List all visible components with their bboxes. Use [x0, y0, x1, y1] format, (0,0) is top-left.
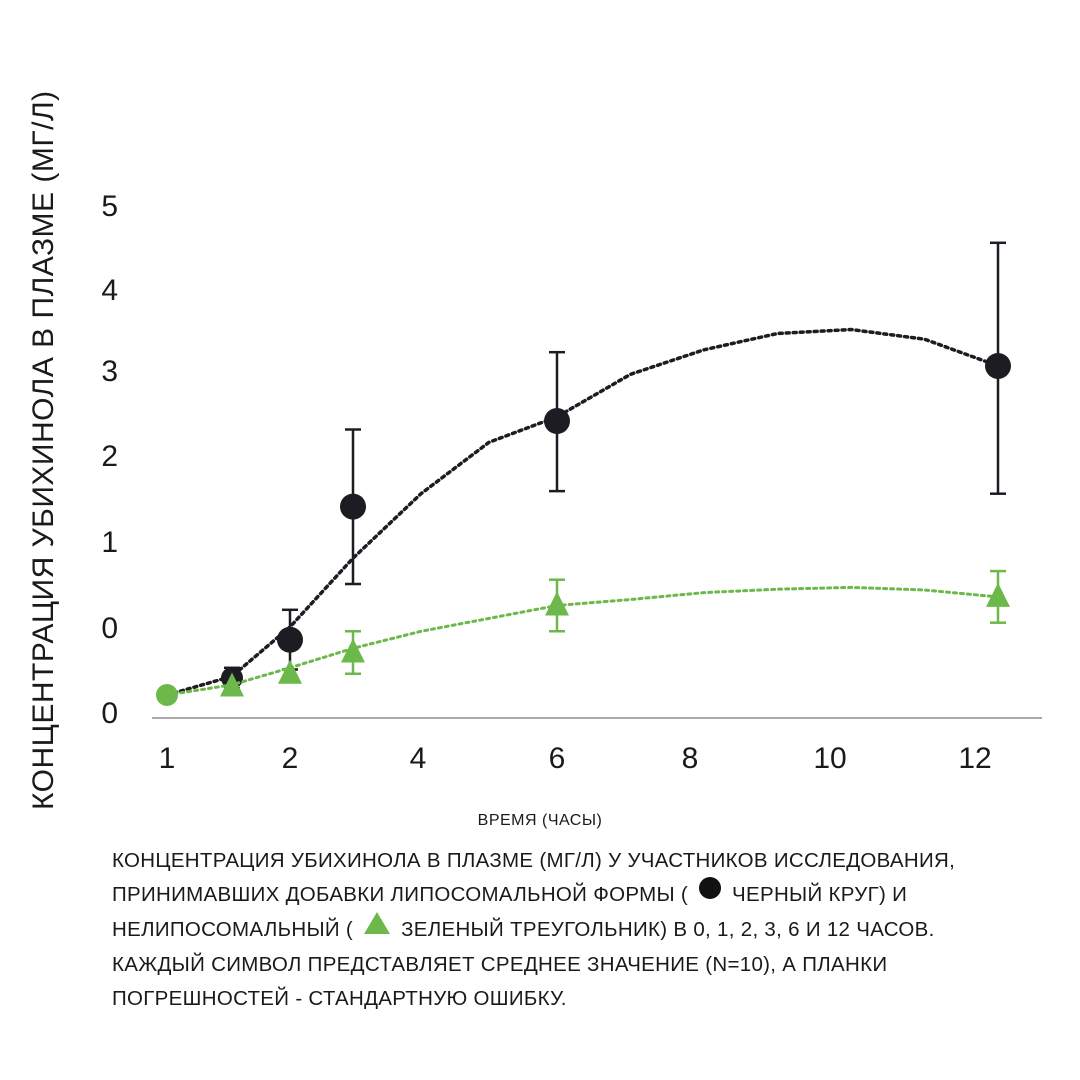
- caption-line-2: ПРИНИМАВШИХ ДОБАВКИ ЛИПОСОМАЛЬНОЙ ФОРМЫ …: [112, 876, 1052, 913]
- x-tick-label: 1: [159, 742, 176, 775]
- caption-line-2-start: ПРИНИМАВШИХ ДОБАВКИ ЛИПОСОМАЛЬНОЙ ФОРМЫ …: [112, 883, 689, 906]
- y-axis-label: КОНЦЕНТРАЦИЯ УБИХИНОЛА В ПЛАЗМЕ (МГ/Л): [27, 90, 60, 810]
- caption-line-3: НЕЛИПОСОМАЛЬНЫЙ ( ЗЕЛЕНЫЙ ТРЕУГОЛЬНИК) В …: [112, 911, 1052, 948]
- x-tick-label: 4: [410, 742, 427, 775]
- data-point-circle: [277, 626, 303, 653]
- y-tick-label: 1: [101, 526, 118, 559]
- x-tick-label: 12: [958, 742, 991, 775]
- data-point-circle: [985, 352, 1011, 379]
- caption-line-3-start: НЕЛИПОСОМАЛЬНЫЙ (: [112, 918, 354, 942]
- caption-line-4: КАЖДЫЙ СИМВОЛ ПРЕДСТАВЛЯЕТ СРЕДНЕЕ ЗНАЧЕ…: [112, 953, 888, 977]
- x-tick-label: 10: [813, 742, 846, 775]
- data-point-triangle: [545, 591, 569, 616]
- y-tick-label: 2: [101, 440, 118, 473]
- caption-line-2-end: ЧЕРНЫЙ КРУГ) И: [732, 883, 908, 906]
- x-tick-label: 6: [549, 742, 566, 775]
- green-triangle-icon: [363, 911, 391, 946]
- x-axis-label: ВРЕМЯ (ЧАСЫ): [477, 812, 603, 829]
- y-tick-label: 3: [101, 355, 118, 388]
- caption: КОНЦЕНТРАЦИЯ УБИХИНОЛА В ПЛАЗМЕ (МГ/Л) У…: [112, 844, 1052, 1016]
- caption-line-3-end: ЗЕЛЕНЫЙ ТРЕУГОЛЬНИК) В 0, 1, 2, 3, 6 И 1…: [401, 918, 935, 942]
- x-tick-label: 2: [282, 742, 299, 775]
- data-point-circle: [544, 408, 570, 434]
- black-circle-icon: [698, 876, 722, 911]
- data-point-circle: [340, 493, 366, 520]
- y-tick-label: 0: [101, 612, 118, 645]
- x-tick-label: 8: [682, 742, 699, 775]
- data-point-triangle: [220, 672, 244, 697]
- data-point-triangle: [341, 638, 365, 663]
- caption-line-1: КОНЦЕНТРАЦИЯ УБИХИНОЛА В ПЛАЗМЕ (МГ/Л) У…: [112, 849, 956, 872]
- data-point-triangle: [278, 659, 302, 684]
- caption-line-5: ПОГРЕШНОСТЕЙ - СТАНДАРТНУЮ ОШИБКУ.: [112, 987, 567, 1011]
- data-point-triangle: [156, 684, 178, 706]
- data-point-triangle: [986, 582, 1010, 607]
- y-tick-label: 0: [101, 697, 118, 730]
- y-tick-label: 5: [101, 190, 118, 223]
- y-tick-label: 4: [101, 274, 118, 307]
